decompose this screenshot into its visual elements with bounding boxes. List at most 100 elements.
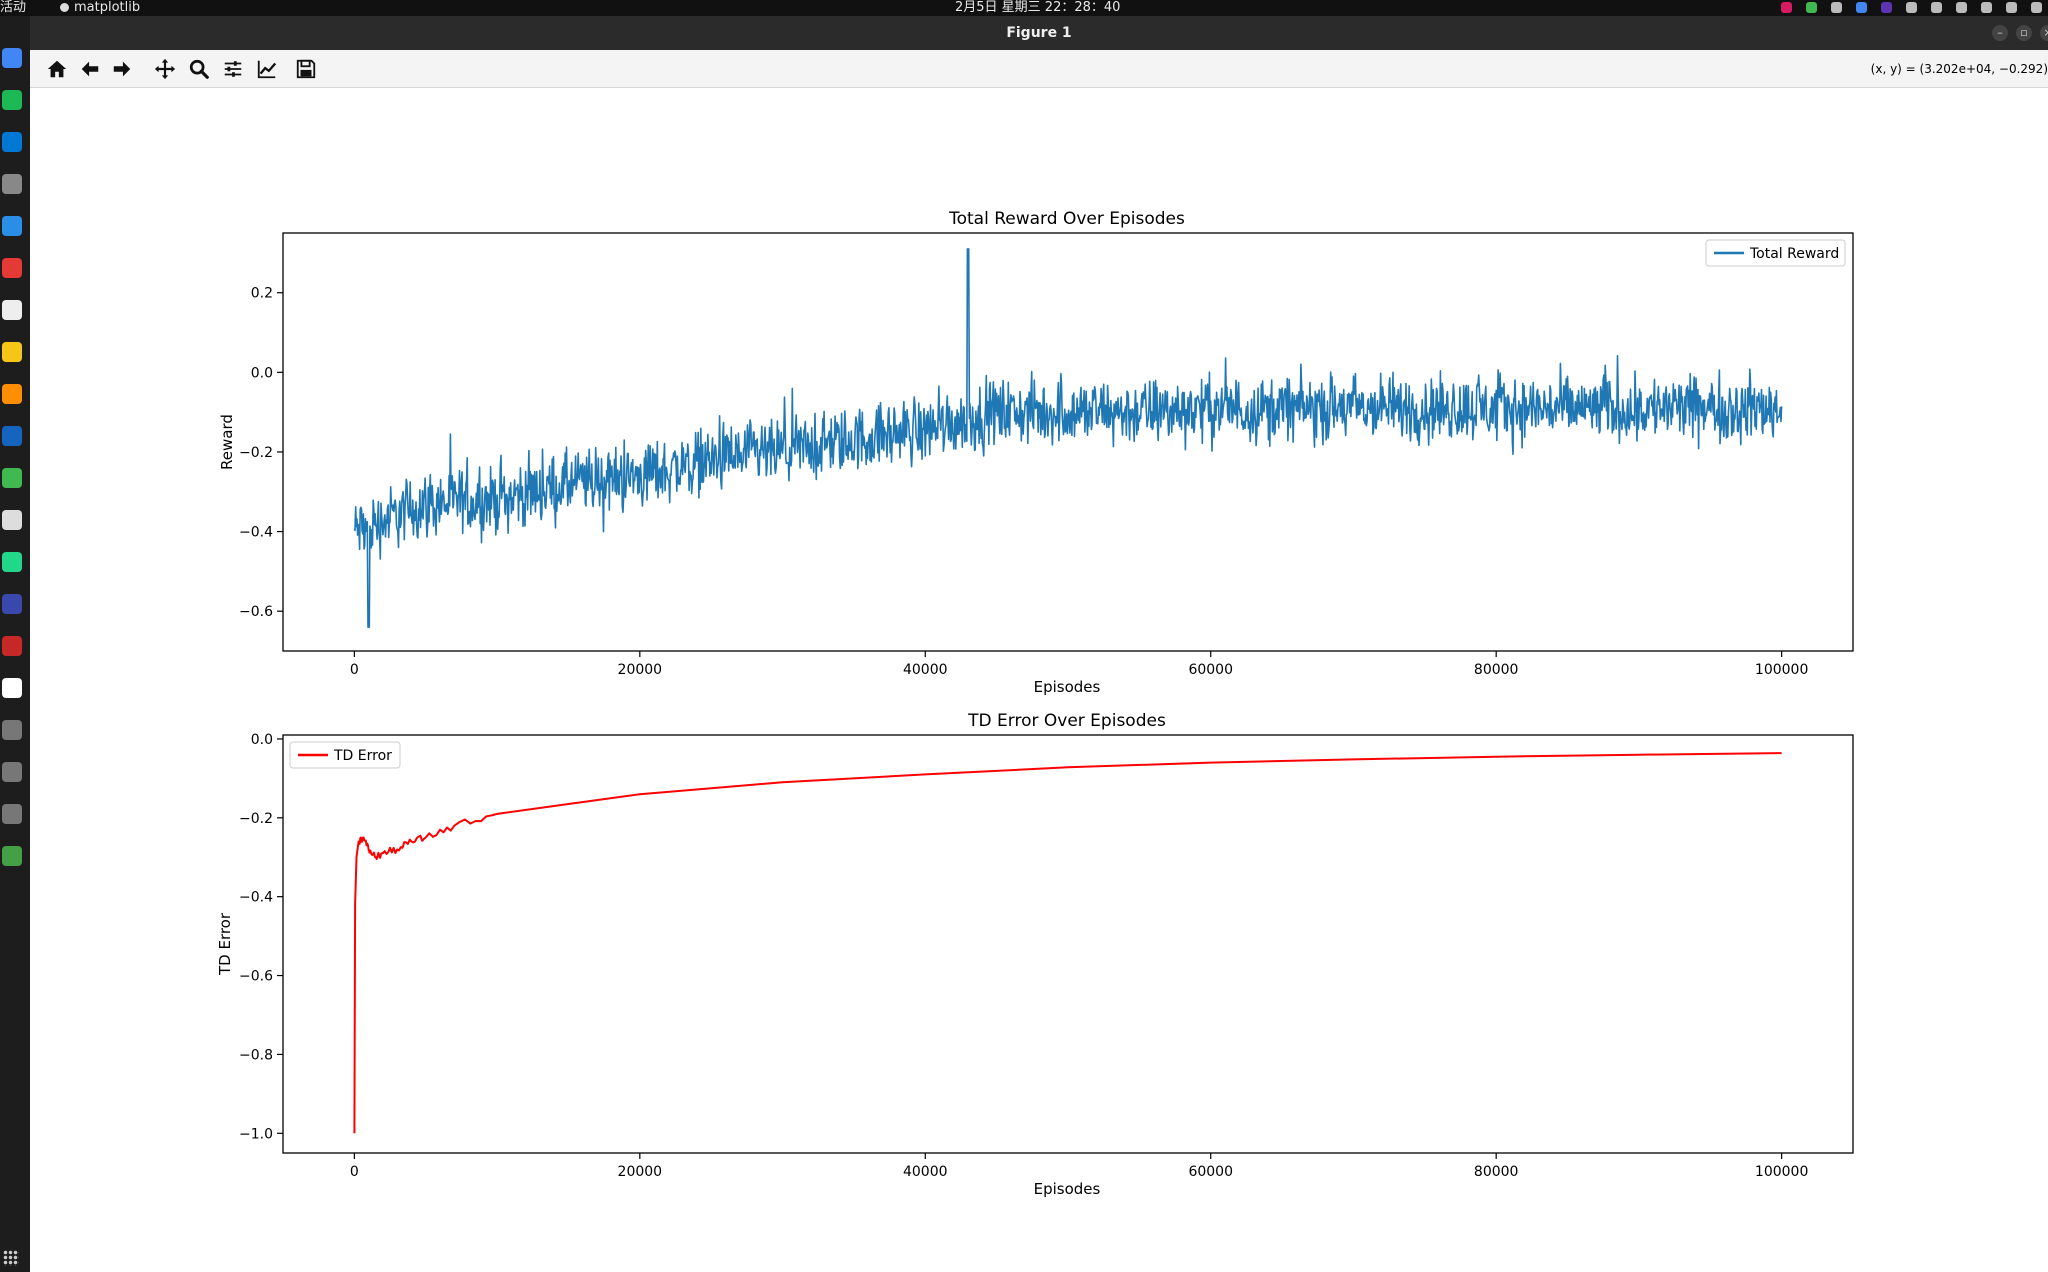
- bluetooth-icon[interactable]: [1981, 2, 1992, 13]
- forward-button[interactable]: [109, 56, 135, 82]
- reward-series-line: [353, 248, 1783, 628]
- pan-icon: [154, 58, 176, 80]
- dock-app-icon[interactable]: [2, 174, 22, 194]
- subplots-button[interactable]: [220, 56, 246, 82]
- y-tick-label: 0.0: [251, 365, 273, 381]
- wechat-tray-icon[interactable]: [1806, 2, 1817, 13]
- dock-app-icon[interactable]: [2, 468, 22, 488]
- reward-legend-label: Total Reward: [1749, 246, 1839, 262]
- dock-app-icon[interactable]: [2, 216, 22, 236]
- zoom-button[interactable]: [186, 56, 212, 82]
- reward-x-axis-label: Episodes: [1034, 678, 1101, 696]
- td-error-series-line: [353, 752, 1782, 1134]
- home-button[interactable]: [44, 56, 70, 82]
- edit-axis-button[interactable]: [254, 56, 280, 82]
- y-tick-label: −0.4: [239, 525, 273, 541]
- td-error-axes[interactable]: TD Error Over Episodes 0 20000 40000 60000 8…: [216, 711, 1854, 1198]
- y-tick-label: 0.0: [251, 732, 273, 748]
- dock-app-icon[interactable]: [2, 510, 22, 530]
- reward-chart-title: Total Reward Over Episodes: [948, 209, 1185, 229]
- td-error-legend-label: TD Error: [333, 748, 392, 764]
- edit-axis-icon: [257, 60, 277, 79]
- save-button[interactable]: [293, 56, 319, 82]
- figure-canvas[interactable]: Total Reward Over Episodes 0 20000 40000 60…: [30, 88, 2048, 1272]
- app-name: matplotlib: [74, 0, 141, 15]
- td-error-y-axis-label: TD Error: [216, 912, 234, 976]
- y-tick-label: −0.6: [239, 969, 273, 985]
- td-error-chart-title: TD Error Over Episodes: [967, 711, 1166, 731]
- y-tick-label: −1.0: [239, 1126, 273, 1142]
- dock-app-icon[interactable]: [2, 258, 22, 278]
- brightness-icon[interactable]: [1931, 2, 1942, 13]
- x-tick-label: 80000: [1474, 1164, 1519, 1180]
- cursor-coordinates: (x, y) = (3.202e+04, −0.292): [1870, 62, 2048, 76]
- system-tray[interactable]: [1781, 2, 2042, 14]
- td-error-x-axis-label: Episodes: [1034, 1180, 1101, 1198]
- subplots-icon: [224, 61, 242, 77]
- minimize-button[interactable]: –: [1992, 25, 2008, 41]
- window-title-bar[interactable]: Figure 1 – ▫ ×: [30, 16, 2048, 50]
- dock-app-icon[interactable]: [2, 132, 22, 152]
- dock-app-icon[interactable]: [2, 846, 22, 866]
- close-button[interactable]: ×: [2040, 25, 2048, 41]
- x-tick-label: 20000: [618, 1164, 663, 1180]
- clock[interactable]: 2月5日 星期三 22：28：40: [955, 0, 1121, 15]
- dock-app-icon[interactable]: [2, 426, 22, 446]
- activities-button[interactable]: 活动: [0, 0, 27, 15]
- dock-app-icon[interactable]: [2, 804, 22, 824]
- x-tick-label: 40000: [903, 662, 948, 678]
- battery-icon[interactable]: [2031, 2, 2042, 13]
- dock-app-icon[interactable]: [2, 48, 22, 68]
- tray-app-icon[interactable]: [1781, 2, 1792, 13]
- reward-axes[interactable]: Total Reward Over Episodes 0 20000 40000 60…: [218, 209, 1854, 696]
- y-tick-label: −0.4: [239, 890, 273, 906]
- dock-app-icon[interactable]: [2, 552, 22, 572]
- dock-app-icon[interactable]: [2, 678, 22, 698]
- y-tick-label: 0.2: [251, 286, 273, 302]
- app-dock: [0, 16, 30, 1272]
- zoom-icon: [189, 59, 209, 79]
- y-tick-label: −0.2: [239, 811, 273, 827]
- x-tick-label: 20000: [618, 662, 663, 678]
- y-tick-label: −0.6: [239, 604, 273, 620]
- dock-app-icon[interactable]: [2, 300, 22, 320]
- x-tick-label: 80000: [1474, 662, 1519, 678]
- x-tick-label: 40000: [903, 1164, 948, 1180]
- x-tick-label: 60000: [1188, 662, 1233, 678]
- reward-plot-frame: [282, 232, 1854, 652]
- tray-app-icon[interactable]: [1831, 2, 1842, 13]
- td-error-legend: TD Error: [289, 741, 401, 769]
- x-tick-label: 100000: [1755, 662, 1808, 678]
- dock-app-icon[interactable]: [2, 384, 22, 404]
- forward-arrow-icon: [113, 61, 131, 77]
- td-error-plot-frame: [282, 734, 1854, 1154]
- plot-toolbar: (x, y) = (3.202e+04, −0.292): [30, 50, 2048, 88]
- pan-button[interactable]: [152, 56, 178, 82]
- app-menu[interactable]: matplotlib: [60, 0, 140, 16]
- show-apps-grid-icon[interactable]: [3, 1250, 19, 1266]
- dock-app-icon[interactable]: [2, 342, 22, 362]
- accessibility-icon[interactable]: [1906, 2, 1917, 13]
- dock-app-icon[interactable]: [2, 594, 22, 614]
- reward-y-axis-label: Reward: [218, 414, 236, 470]
- dock-app-icon[interactable]: [2, 636, 22, 656]
- app-icon: [60, 3, 69, 12]
- system-top-bar: 活动 matplotlib 2月5日 星期三 22：28：40: [0, 0, 2048, 16]
- save-icon: [296, 59, 316, 79]
- wifi-icon[interactable]: [1956, 2, 1967, 13]
- x-tick-label: 100000: [1755, 1164, 1808, 1180]
- x-tick-label: 0: [350, 1164, 359, 1180]
- reward-legend: Total Reward: [1705, 239, 1846, 267]
- y-tick-label: −0.8: [239, 1047, 273, 1063]
- tray-app-icon[interactable]: [1881, 2, 1892, 13]
- dock-app-icon[interactable]: [2, 90, 22, 110]
- dock-app-icon[interactable]: [2, 762, 22, 782]
- y-tick-label: −0.2: [239, 445, 273, 461]
- back-button[interactable]: [77, 56, 103, 82]
- maximize-button[interactable]: ▫: [2016, 25, 2032, 41]
- volume-icon[interactable]: [2006, 2, 2017, 13]
- chrome-tray-icon[interactable]: [1856, 2, 1867, 13]
- dock-app-icon[interactable]: [2, 720, 22, 740]
- x-tick-label: 60000: [1188, 1164, 1233, 1180]
- home-icon: [47, 60, 67, 78]
